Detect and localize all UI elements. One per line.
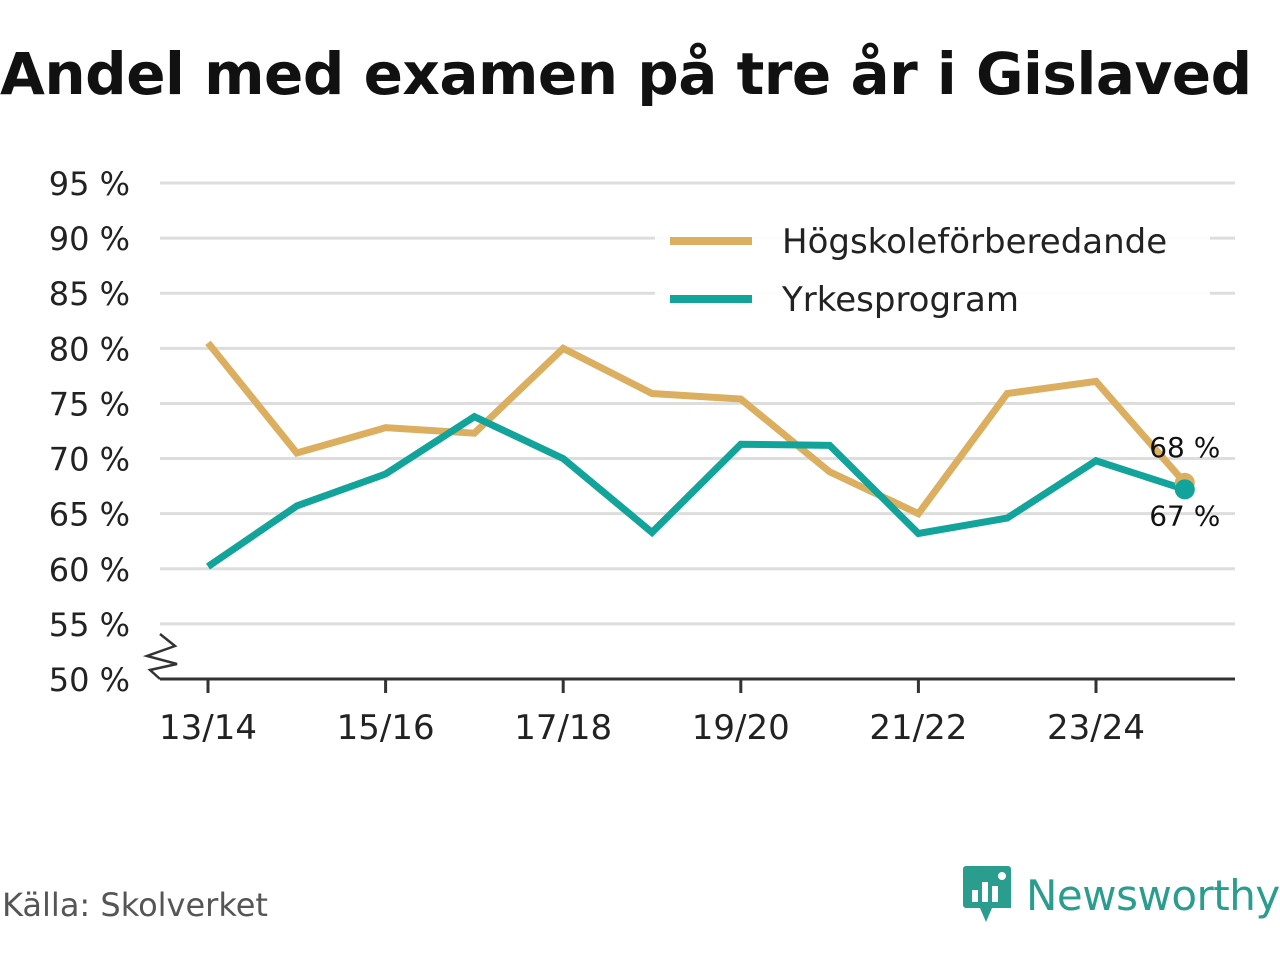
axis-break-icon <box>142 633 178 680</box>
chart-title: Andel med examen på tre år i Gislaved <box>0 40 1252 108</box>
legend-label: Yrkesprogram <box>781 280 1019 320</box>
series-line <box>205 340 1188 519</box>
y-tick-label: 70 % <box>49 441 130 479</box>
end-value-label: 67 % <box>1149 499 1220 532</box>
end-markers: 68 % 67 % <box>1149 431 1220 533</box>
y-tick-label: 60 % <box>49 551 130 589</box>
y-tick-label: 90 % <box>49 220 130 258</box>
y-axis-ticks: 50 % 55 % 60 % 65 % 70 % 75 % 80 % 85 % 90 % 95 % <box>49 165 130 699</box>
end-point <box>1174 479 1195 500</box>
y-tick-label: 85 % <box>49 275 130 313</box>
y-tick-label: 65 % <box>49 496 130 534</box>
legend: Högskoleförberedande Yrkesprogram <box>655 212 1210 330</box>
x-tick-label: 13/14 <box>159 708 257 748</box>
y-tick-label: 75 % <box>49 385 130 423</box>
newsworthy-logo-icon <box>963 866 1011 922</box>
x-tick-label: 17/18 <box>514 708 612 748</box>
line-chart: 50 % 55 % 60 % 65 % 70 % 75 % 80 % 85 % 90 % 95 %… <box>49 165 1235 748</box>
x-tick-label: 21/22 <box>869 708 967 748</box>
brand-logo[interactable]: Newsworthy <box>962 864 1280 926</box>
source-note: Källa: Skolverket <box>2 886 268 924</box>
y-tick-label: 80 % <box>49 330 130 368</box>
x-tick-label: 23/24 <box>1047 708 1145 748</box>
series-lines <box>205 340 1188 570</box>
y-tick-label: 55 % <box>49 606 130 644</box>
series-line <box>206 412 1186 570</box>
brand-name: Newsworthy <box>1026 870 1280 920</box>
legend-background <box>655 212 1210 330</box>
y-tick-label: 95 % <box>49 165 130 203</box>
end-value-label: 68 % <box>1149 431 1220 464</box>
x-axis: 13/14 15/16 17/18 19/20 21/22 23/24 <box>142 633 1235 748</box>
legend-label: Högskoleförberedande <box>782 222 1167 262</box>
y-tick-label: 50 % <box>49 661 130 699</box>
x-tick-label: 19/20 <box>692 708 790 748</box>
x-tick-label: 15/16 <box>337 708 435 748</box>
